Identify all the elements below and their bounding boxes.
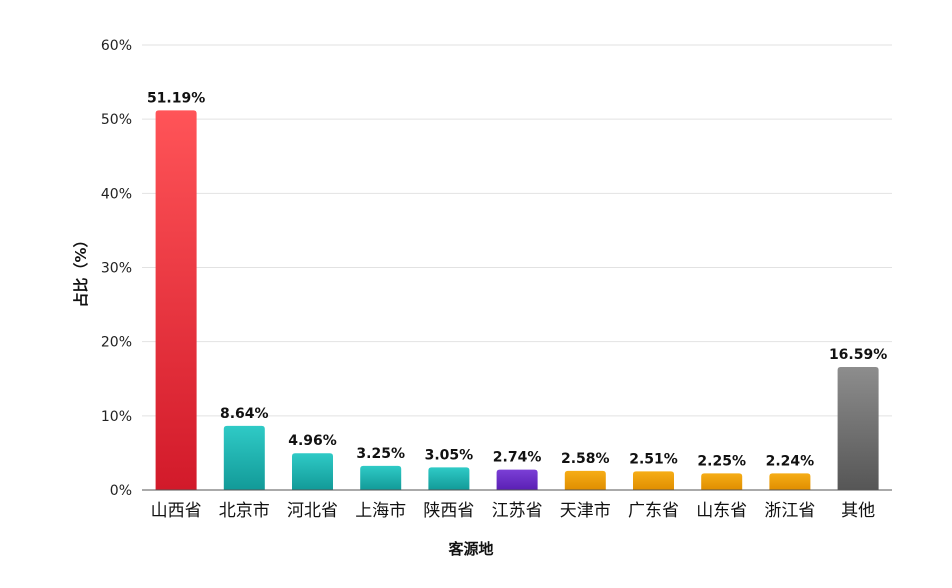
x-tick-label: 山西省 — [151, 501, 202, 521]
bar — [769, 473, 811, 490]
y-axis-title: 占比（%） — [72, 232, 90, 307]
x-tick-label: 广东省 — [628, 501, 679, 521]
grid-layer: 0% 10% 20% 30% 40% 50% 60% — [101, 38, 892, 499]
data-label: 2.51% — [629, 451, 678, 467]
data-label: 3.25% — [356, 446, 405, 462]
x-tick-label: 江苏省 — [492, 501, 543, 521]
data-label: 16.59% — [829, 347, 887, 363]
y-tick-label: 40% — [101, 186, 132, 202]
label-layer: 51.19% 山西省 8.64% 北京市 4.96% 河北省 3.25% 上海市 3.05% 陕西… — [147, 90, 887, 521]
bar — [633, 471, 674, 490]
x-tick-label: 天津市 — [560, 501, 611, 521]
data-label: 2.24% — [766, 453, 815, 469]
x-tick-label: 浙江省 — [764, 501, 815, 521]
bar — [428, 467, 470, 490]
bar — [223, 425, 265, 490]
data-label: 2.58% — [561, 451, 610, 467]
data-label: 4.96% — [288, 433, 337, 449]
x-tick-label: 河北省 — [287, 501, 338, 521]
bar — [701, 473, 743, 490]
data-label: 8.64% — [220, 406, 269, 422]
data-label: 51.19% — [147, 90, 205, 106]
x-tick-label: 北京市 — [219, 501, 270, 521]
y-tick-label: 30% — [101, 261, 132, 277]
data-label: 3.05% — [425, 447, 474, 463]
bar — [360, 465, 402, 490]
bar — [837, 366, 879, 490]
bar — [155, 110, 197, 491]
x-axis-title: 客源地 — [447, 540, 493, 558]
x-tick-label: 陕西省 — [423, 501, 474, 521]
y-tick-label: 10% — [101, 409, 132, 425]
y-tick-label: 60% — [101, 38, 132, 54]
x-tick-label: 上海市 — [355, 501, 406, 521]
bar — [292, 453, 333, 490]
y-tick-label: 0% — [110, 483, 132, 499]
x-tick-label: 其他 — [841, 501, 875, 521]
data-label: 2.74% — [493, 450, 542, 466]
bar-layer — [155, 110, 879, 491]
data-label: 2.25% — [697, 453, 746, 469]
bar — [496, 469, 538, 490]
y-tick-label: 20% — [101, 335, 132, 351]
y-tick-label: 50% — [101, 112, 132, 128]
x-tick-label: 山东省 — [696, 501, 747, 521]
bar — [564, 470, 606, 490]
